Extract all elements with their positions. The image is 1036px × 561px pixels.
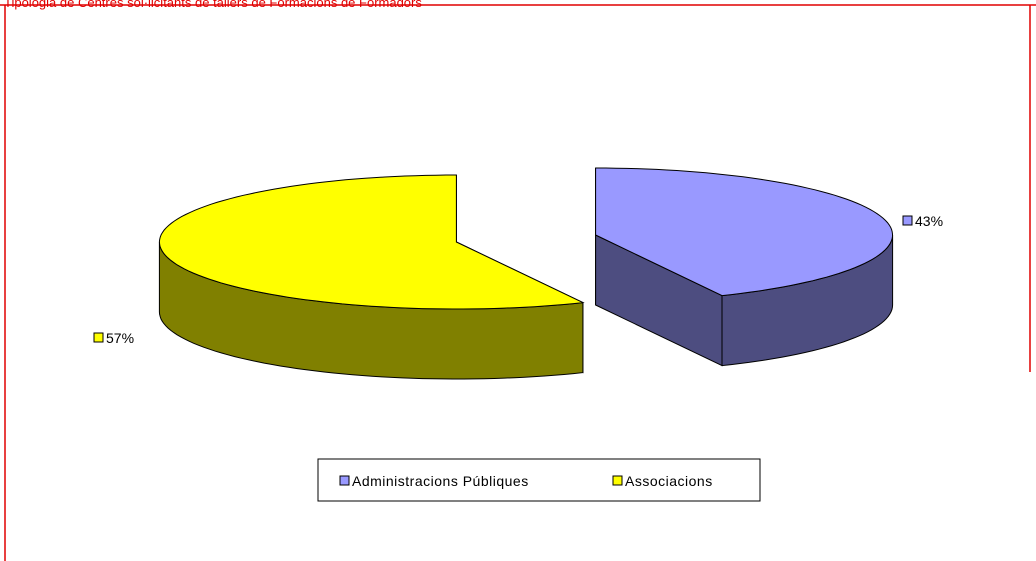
value-label: 57% — [106, 330, 134, 346]
slice — [595, 167, 894, 367]
legend-key — [339, 475, 350, 486]
legend-key — [612, 475, 623, 486]
value-label-key — [93, 332, 104, 343]
slice — [158, 174, 585, 380]
slice-top — [158, 174, 585, 310]
legend-box — [317, 458, 761, 502]
chart-title: Tipologia de Centres sol·licitants de ta… — [4, 0, 422, 10]
legend-label: Administracions Públiques — [352, 473, 529, 489]
value-label: 43% — [915, 213, 943, 229]
value-label-key — [902, 215, 913, 226]
slice-top — [595, 167, 893, 297]
legend-label: Associacions — [625, 473, 713, 489]
